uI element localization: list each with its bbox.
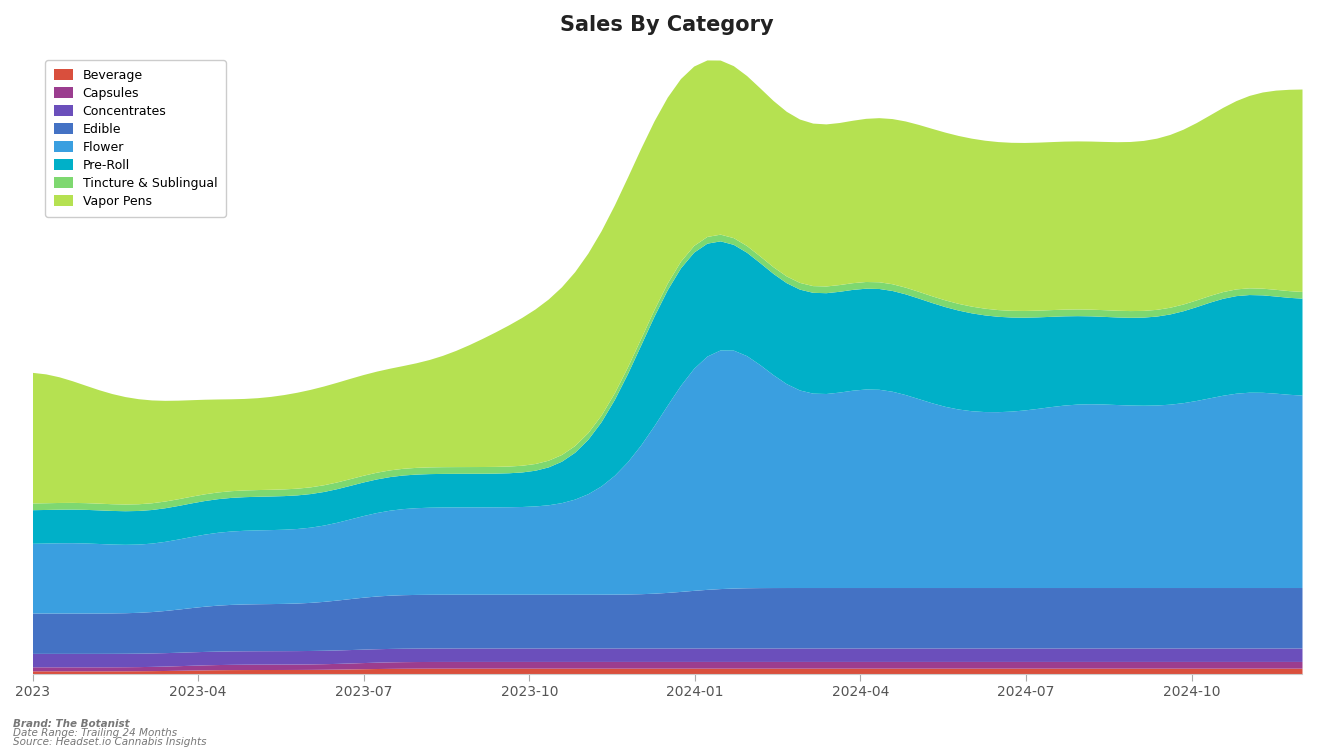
Text: Source: Headset.io Cannabis Insights: Source: Headset.io Cannabis Insights [13,737,207,747]
Text: Date Range: Trailing 24 Months: Date Range: Trailing 24 Months [13,728,178,738]
Legend: Beverage, Capsules, Concentrates, Edible, Flower, Pre-Roll, Tincture & Sublingua: Beverage, Capsules, Concentrates, Edible… [45,60,227,217]
Text: Brand: The Botanist: Brand: The Botanist [13,719,130,729]
Title: Sales By Category: Sales By Category [561,15,774,35]
